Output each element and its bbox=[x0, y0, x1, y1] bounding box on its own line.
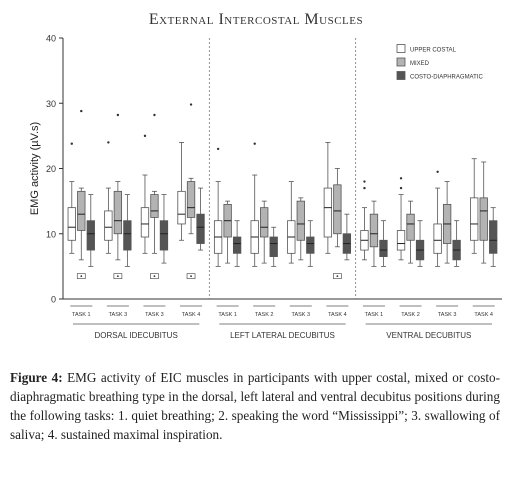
box bbox=[186, 181, 196, 218]
box bbox=[77, 190, 86, 231]
outlier-point bbox=[363, 186, 366, 190]
group-label: VENTRAL DECUBITUS bbox=[386, 331, 471, 340]
task-label: TASK 4 bbox=[474, 312, 493, 318]
caption-label: Figure 4: bbox=[10, 370, 63, 385]
box bbox=[433, 223, 442, 254]
outlier-point bbox=[436, 170, 439, 173]
outlier-point bbox=[253, 142, 256, 145]
task-label: TASK 3 bbox=[438, 312, 457, 318]
outlier-point bbox=[216, 147, 220, 151]
caption-text: EMG activity of EIC muscles in participa… bbox=[10, 370, 500, 442]
box bbox=[104, 210, 113, 241]
box bbox=[379, 239, 388, 257]
significance-dot bbox=[116, 275, 119, 278]
legend-label: MIXED bbox=[410, 61, 430, 67]
task-label: TASK 2 bbox=[401, 312, 420, 318]
outlier-point bbox=[189, 103, 193, 106]
box bbox=[296, 200, 305, 241]
outlier-point bbox=[399, 177, 403, 180]
legend: UPPER COSTAL MIXED COSTO-DIAPHRAGMATIC bbox=[396, 44, 483, 81]
outlier-point bbox=[70, 142, 73, 145]
box bbox=[396, 230, 406, 251]
legend-label: UPPER COSTAL bbox=[410, 48, 457, 54]
box bbox=[86, 220, 95, 251]
y-tick-label: 30 bbox=[46, 99, 56, 109]
box bbox=[369, 213, 379, 248]
significance-dot bbox=[153, 275, 156, 278]
box bbox=[177, 190, 186, 225]
box bbox=[140, 207, 150, 238]
outlier-point bbox=[107, 141, 110, 144]
outlier-point bbox=[80, 109, 83, 113]
task-label: TASK 1 bbox=[218, 312, 237, 318]
box bbox=[479, 197, 488, 241]
outlier-point bbox=[363, 180, 366, 183]
task-label: TASK 3 bbox=[145, 312, 164, 318]
y-tick-label: 20 bbox=[46, 164, 56, 174]
box bbox=[196, 213, 205, 244]
outlier-point bbox=[153, 113, 156, 117]
box bbox=[260, 207, 269, 238]
plot-area: 0 10 20 30 40 TASK 1 TASK 3 TASK 3 TASK 4 DORSAL … bbox=[46, 34, 502, 340]
task-label: TASK 4 bbox=[182, 312, 201, 318]
task-label: TASK 4 bbox=[328, 312, 347, 318]
significance-dot bbox=[80, 275, 83, 278]
legend-swatch bbox=[396, 71, 406, 80]
task-label: TASK 1 bbox=[365, 312, 384, 318]
box bbox=[67, 207, 76, 241]
box bbox=[333, 184, 342, 235]
outlier-point bbox=[399, 186, 403, 190]
outlier-point bbox=[143, 134, 147, 138]
box bbox=[406, 213, 415, 241]
group-label: DORSAL IDECUBITUS bbox=[95, 331, 178, 340]
y-axis-label: EMG activity (µV.s) bbox=[29, 122, 41, 215]
task-label: TASK 3 bbox=[109, 312, 128, 318]
box bbox=[306, 236, 315, 254]
y-tick-label: 0 bbox=[51, 295, 56, 305]
y-tick-label: 40 bbox=[46, 34, 56, 44]
task-label: TASK 1 bbox=[72, 312, 91, 318]
box bbox=[232, 236, 242, 254]
task-label: TASK 2 bbox=[255, 312, 274, 318]
box bbox=[113, 190, 123, 235]
y-tick-label: 10 bbox=[46, 229, 56, 239]
chart-title: External Intercostal Muscles bbox=[149, 11, 363, 28]
box bbox=[159, 220, 169, 251]
group-label: LEFT LATERAL DECUBITUS bbox=[230, 331, 335, 340]
legend-label: COSTO-DIAPHRAGMATIC bbox=[410, 75, 483, 81]
box bbox=[150, 194, 159, 218]
box bbox=[489, 220, 498, 254]
box bbox=[123, 220, 132, 251]
significance-dot bbox=[336, 275, 339, 278]
box bbox=[470, 197, 479, 241]
task-label: TASK 3 bbox=[292, 312, 311, 318]
legend-swatch bbox=[396, 44, 406, 53]
figure-caption: Figure 4: EMG activity of EIC muscles in… bbox=[10, 368, 500, 444]
significance-dot bbox=[190, 275, 192, 278]
boxplot-chart: External Intercostal Muscles EMG activit… bbox=[29, 11, 502, 340]
legend-swatch bbox=[396, 57, 406, 67]
outlier-point bbox=[116, 113, 120, 117]
box bbox=[269, 236, 278, 257]
box bbox=[323, 187, 333, 238]
